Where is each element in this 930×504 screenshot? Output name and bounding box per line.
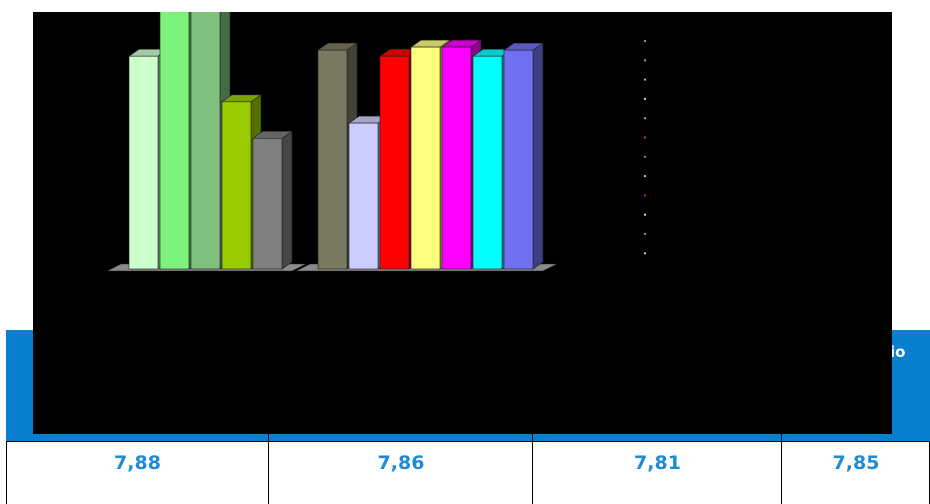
bar <box>190 12 221 270</box>
bar <box>503 49 534 270</box>
legend-marker <box>644 117 646 120</box>
bar <box>472 55 503 270</box>
legend-marker <box>644 78 646 81</box>
legend-marker <box>644 194 646 197</box>
bar <box>348 122 379 270</box>
table-header-label: io <box>890 343 906 361</box>
legend-marker <box>644 252 646 255</box>
table-value-2: 7,86 <box>377 452 425 474</box>
bar <box>159 12 190 270</box>
bar <box>441 46 472 270</box>
bar-chart <box>106 12 646 272</box>
column-divider <box>532 434 533 442</box>
table-cell <box>6 441 269 504</box>
bar <box>410 46 441 270</box>
table-cell <box>533 441 782 504</box>
legend-marker <box>644 136 646 139</box>
legend-marker <box>644 59 646 62</box>
bar <box>379 55 410 270</box>
bar <box>317 49 348 270</box>
bar-side <box>532 42 544 270</box>
bar <box>221 101 252 270</box>
table-value-3: 7,81 <box>634 452 681 474</box>
legend-marker <box>644 40 646 42</box>
legend-marker <box>644 97 646 100</box>
table-value-1: 7,88 <box>114 452 161 474</box>
legend-marker <box>644 213 646 216</box>
table-value-4: 7,85 <box>832 452 880 474</box>
table-cell <box>269 441 533 504</box>
column-divider <box>781 434 782 442</box>
legend-marker <box>644 175 646 178</box>
chart-area <box>33 12 892 434</box>
bar-side <box>281 130 293 270</box>
column-divider <box>268 434 269 442</box>
bar <box>252 137 283 270</box>
legend-marker <box>644 155 646 158</box>
legend-marker <box>644 233 646 235</box>
bar <box>128 55 159 270</box>
